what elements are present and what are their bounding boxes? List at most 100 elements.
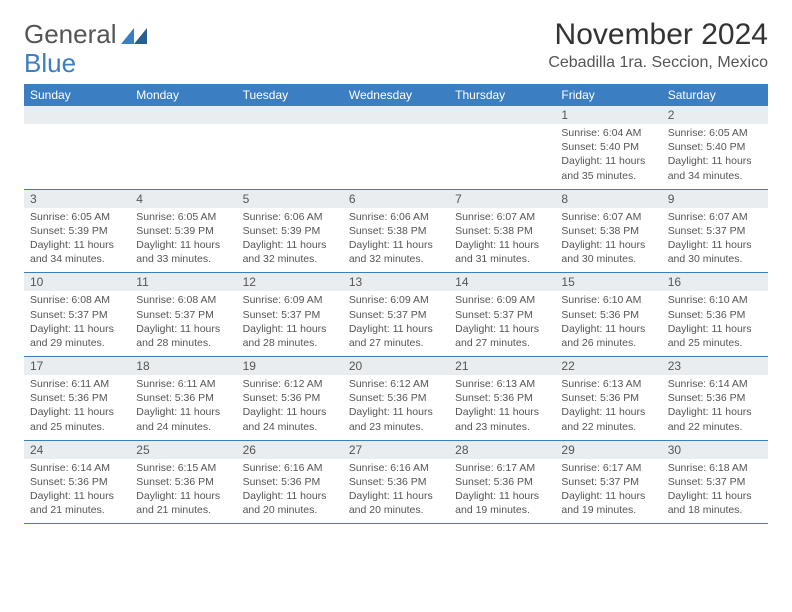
daylight-line-2: and 24 minutes. (136, 420, 230, 434)
daylight-line-2: and 20 minutes. (349, 503, 443, 517)
daylight-line-2: and 27 minutes. (349, 336, 443, 350)
daynum-row: 17181920212223 (24, 357, 768, 375)
day-cell (24, 124, 130, 189)
day-cell: Sunrise: 6:05 AMSunset: 5:40 PMDaylight:… (662, 124, 768, 189)
sunrise-line: Sunrise: 6:09 AM (349, 293, 443, 307)
daylight-line-1: Daylight: 11 hours (349, 322, 443, 336)
sunset-line: Sunset: 5:37 PM (561, 475, 655, 489)
daylight-line-2: and 23 minutes. (349, 420, 443, 434)
sunset-line: Sunset: 5:36 PM (136, 475, 230, 489)
day-cell: Sunrise: 6:14 AMSunset: 5:36 PMDaylight:… (662, 375, 768, 440)
daylight-line-1: Daylight: 11 hours (561, 322, 655, 336)
sunrise-line: Sunrise: 6:05 AM (668, 126, 762, 140)
day-number: 29 (555, 441, 661, 459)
daylight-line-2: and 25 minutes. (668, 336, 762, 350)
daylight-line-1: Daylight: 11 hours (668, 238, 762, 252)
day-number (449, 106, 555, 124)
day-number: 23 (662, 357, 768, 375)
day-number: 30 (662, 441, 768, 459)
sunrise-line: Sunrise: 6:16 AM (243, 461, 337, 475)
sunset-line: Sunset: 5:37 PM (349, 308, 443, 322)
day-cell: Sunrise: 6:08 AMSunset: 5:37 PMDaylight:… (130, 291, 236, 356)
sunset-line: Sunset: 5:40 PM (668, 140, 762, 154)
day-cell: Sunrise: 6:07 AMSunset: 5:38 PMDaylight:… (449, 208, 555, 273)
daylight-line-2: and 25 minutes. (30, 420, 124, 434)
sunset-line: Sunset: 5:37 PM (455, 308, 549, 322)
sunrise-line: Sunrise: 6:13 AM (455, 377, 549, 391)
sunset-line: Sunset: 5:36 PM (455, 475, 549, 489)
day-cell (343, 124, 449, 189)
day-number: 21 (449, 357, 555, 375)
daylight-line-2: and 27 minutes. (455, 336, 549, 350)
daylight-line-2: and 22 minutes. (561, 420, 655, 434)
weekday-header: Wednesday (343, 84, 449, 106)
weekday-header: Sunday (24, 84, 130, 106)
day-cell (237, 124, 343, 189)
day-number: 11 (130, 273, 236, 291)
day-cell: Sunrise: 6:04 AMSunset: 5:40 PMDaylight:… (555, 124, 661, 189)
day-number: 5 (237, 190, 343, 208)
logo: General (24, 18, 147, 51)
day-cell: Sunrise: 6:10 AMSunset: 5:36 PMDaylight:… (662, 291, 768, 356)
month-title: November 2024 (548, 18, 768, 52)
day-number: 26 (237, 441, 343, 459)
day-number: 12 (237, 273, 343, 291)
daylight-line-2: and 30 minutes. (561, 252, 655, 266)
daylight-line-2: and 34 minutes. (668, 169, 762, 183)
daylight-line-1: Daylight: 11 hours (349, 489, 443, 503)
sunset-line: Sunset: 5:37 PM (668, 475, 762, 489)
day-number (237, 106, 343, 124)
title-block: November 2024 Cebadilla 1ra. Seccion, Me… (548, 18, 768, 72)
logo-text-1: General (24, 19, 117, 50)
sunset-line: Sunset: 5:36 PM (30, 391, 124, 405)
day-cell: Sunrise: 6:18 AMSunset: 5:37 PMDaylight:… (662, 459, 768, 524)
sunset-line: Sunset: 5:38 PM (561, 224, 655, 238)
daylight-line-2: and 21 minutes. (30, 503, 124, 517)
daylight-line-1: Daylight: 11 hours (668, 489, 762, 503)
sunset-line: Sunset: 5:37 PM (136, 308, 230, 322)
sunset-line: Sunset: 5:36 PM (349, 475, 443, 489)
day-cell: Sunrise: 6:11 AMSunset: 5:36 PMDaylight:… (24, 375, 130, 440)
sunset-line: Sunset: 5:36 PM (349, 391, 443, 405)
weekday-header: Tuesday (237, 84, 343, 106)
sunrise-line: Sunrise: 6:06 AM (349, 210, 443, 224)
daylight-line-2: and 31 minutes. (455, 252, 549, 266)
weekday-header: Friday (555, 84, 661, 106)
daylight-line-1: Daylight: 11 hours (455, 322, 549, 336)
day-number: 1 (555, 106, 661, 124)
day-cell: Sunrise: 6:16 AMSunset: 5:36 PMDaylight:… (343, 459, 449, 524)
sunset-line: Sunset: 5:37 PM (243, 308, 337, 322)
sunrise-line: Sunrise: 6:05 AM (136, 210, 230, 224)
daynum-row: 3456789 (24, 190, 768, 208)
sunset-line: Sunset: 5:39 PM (136, 224, 230, 238)
day-cell (130, 124, 236, 189)
day-number: 9 (662, 190, 768, 208)
daylight-line-1: Daylight: 11 hours (136, 405, 230, 419)
day-number: 3 (24, 190, 130, 208)
day-number: 16 (662, 273, 768, 291)
daylight-line-2: and 30 minutes. (668, 252, 762, 266)
daylight-line-2: and 28 minutes. (243, 336, 337, 350)
daylight-line-2: and 33 minutes. (136, 252, 230, 266)
daylight-line-1: Daylight: 11 hours (349, 405, 443, 419)
sunset-line: Sunset: 5:38 PM (349, 224, 443, 238)
day-number (24, 106, 130, 124)
sunset-line: Sunset: 5:36 PM (243, 391, 337, 405)
daylight-line-2: and 29 minutes. (30, 336, 124, 350)
day-number: 10 (24, 273, 130, 291)
logo-text-2-wrap: Blue (24, 48, 76, 79)
day-number: 14 (449, 273, 555, 291)
daylight-line-1: Daylight: 11 hours (561, 154, 655, 168)
day-cell: Sunrise: 6:17 AMSunset: 5:37 PMDaylight:… (555, 459, 661, 524)
sunset-line: Sunset: 5:39 PM (243, 224, 337, 238)
day-cell: Sunrise: 6:13 AMSunset: 5:36 PMDaylight:… (555, 375, 661, 440)
day-content-row: Sunrise: 6:08 AMSunset: 5:37 PMDaylight:… (24, 291, 768, 357)
weekday-header: Thursday (449, 84, 555, 106)
location: Cebadilla 1ra. Seccion, Mexico (548, 54, 768, 72)
day-content-row: Sunrise: 6:14 AMSunset: 5:36 PMDaylight:… (24, 459, 768, 525)
sunrise-line: Sunrise: 6:06 AM (243, 210, 337, 224)
daynum-row: 12 (24, 106, 768, 124)
day-cell: Sunrise: 6:16 AMSunset: 5:36 PMDaylight:… (237, 459, 343, 524)
sunrise-line: Sunrise: 6:14 AM (668, 377, 762, 391)
day-cell: Sunrise: 6:12 AMSunset: 5:36 PMDaylight:… (237, 375, 343, 440)
